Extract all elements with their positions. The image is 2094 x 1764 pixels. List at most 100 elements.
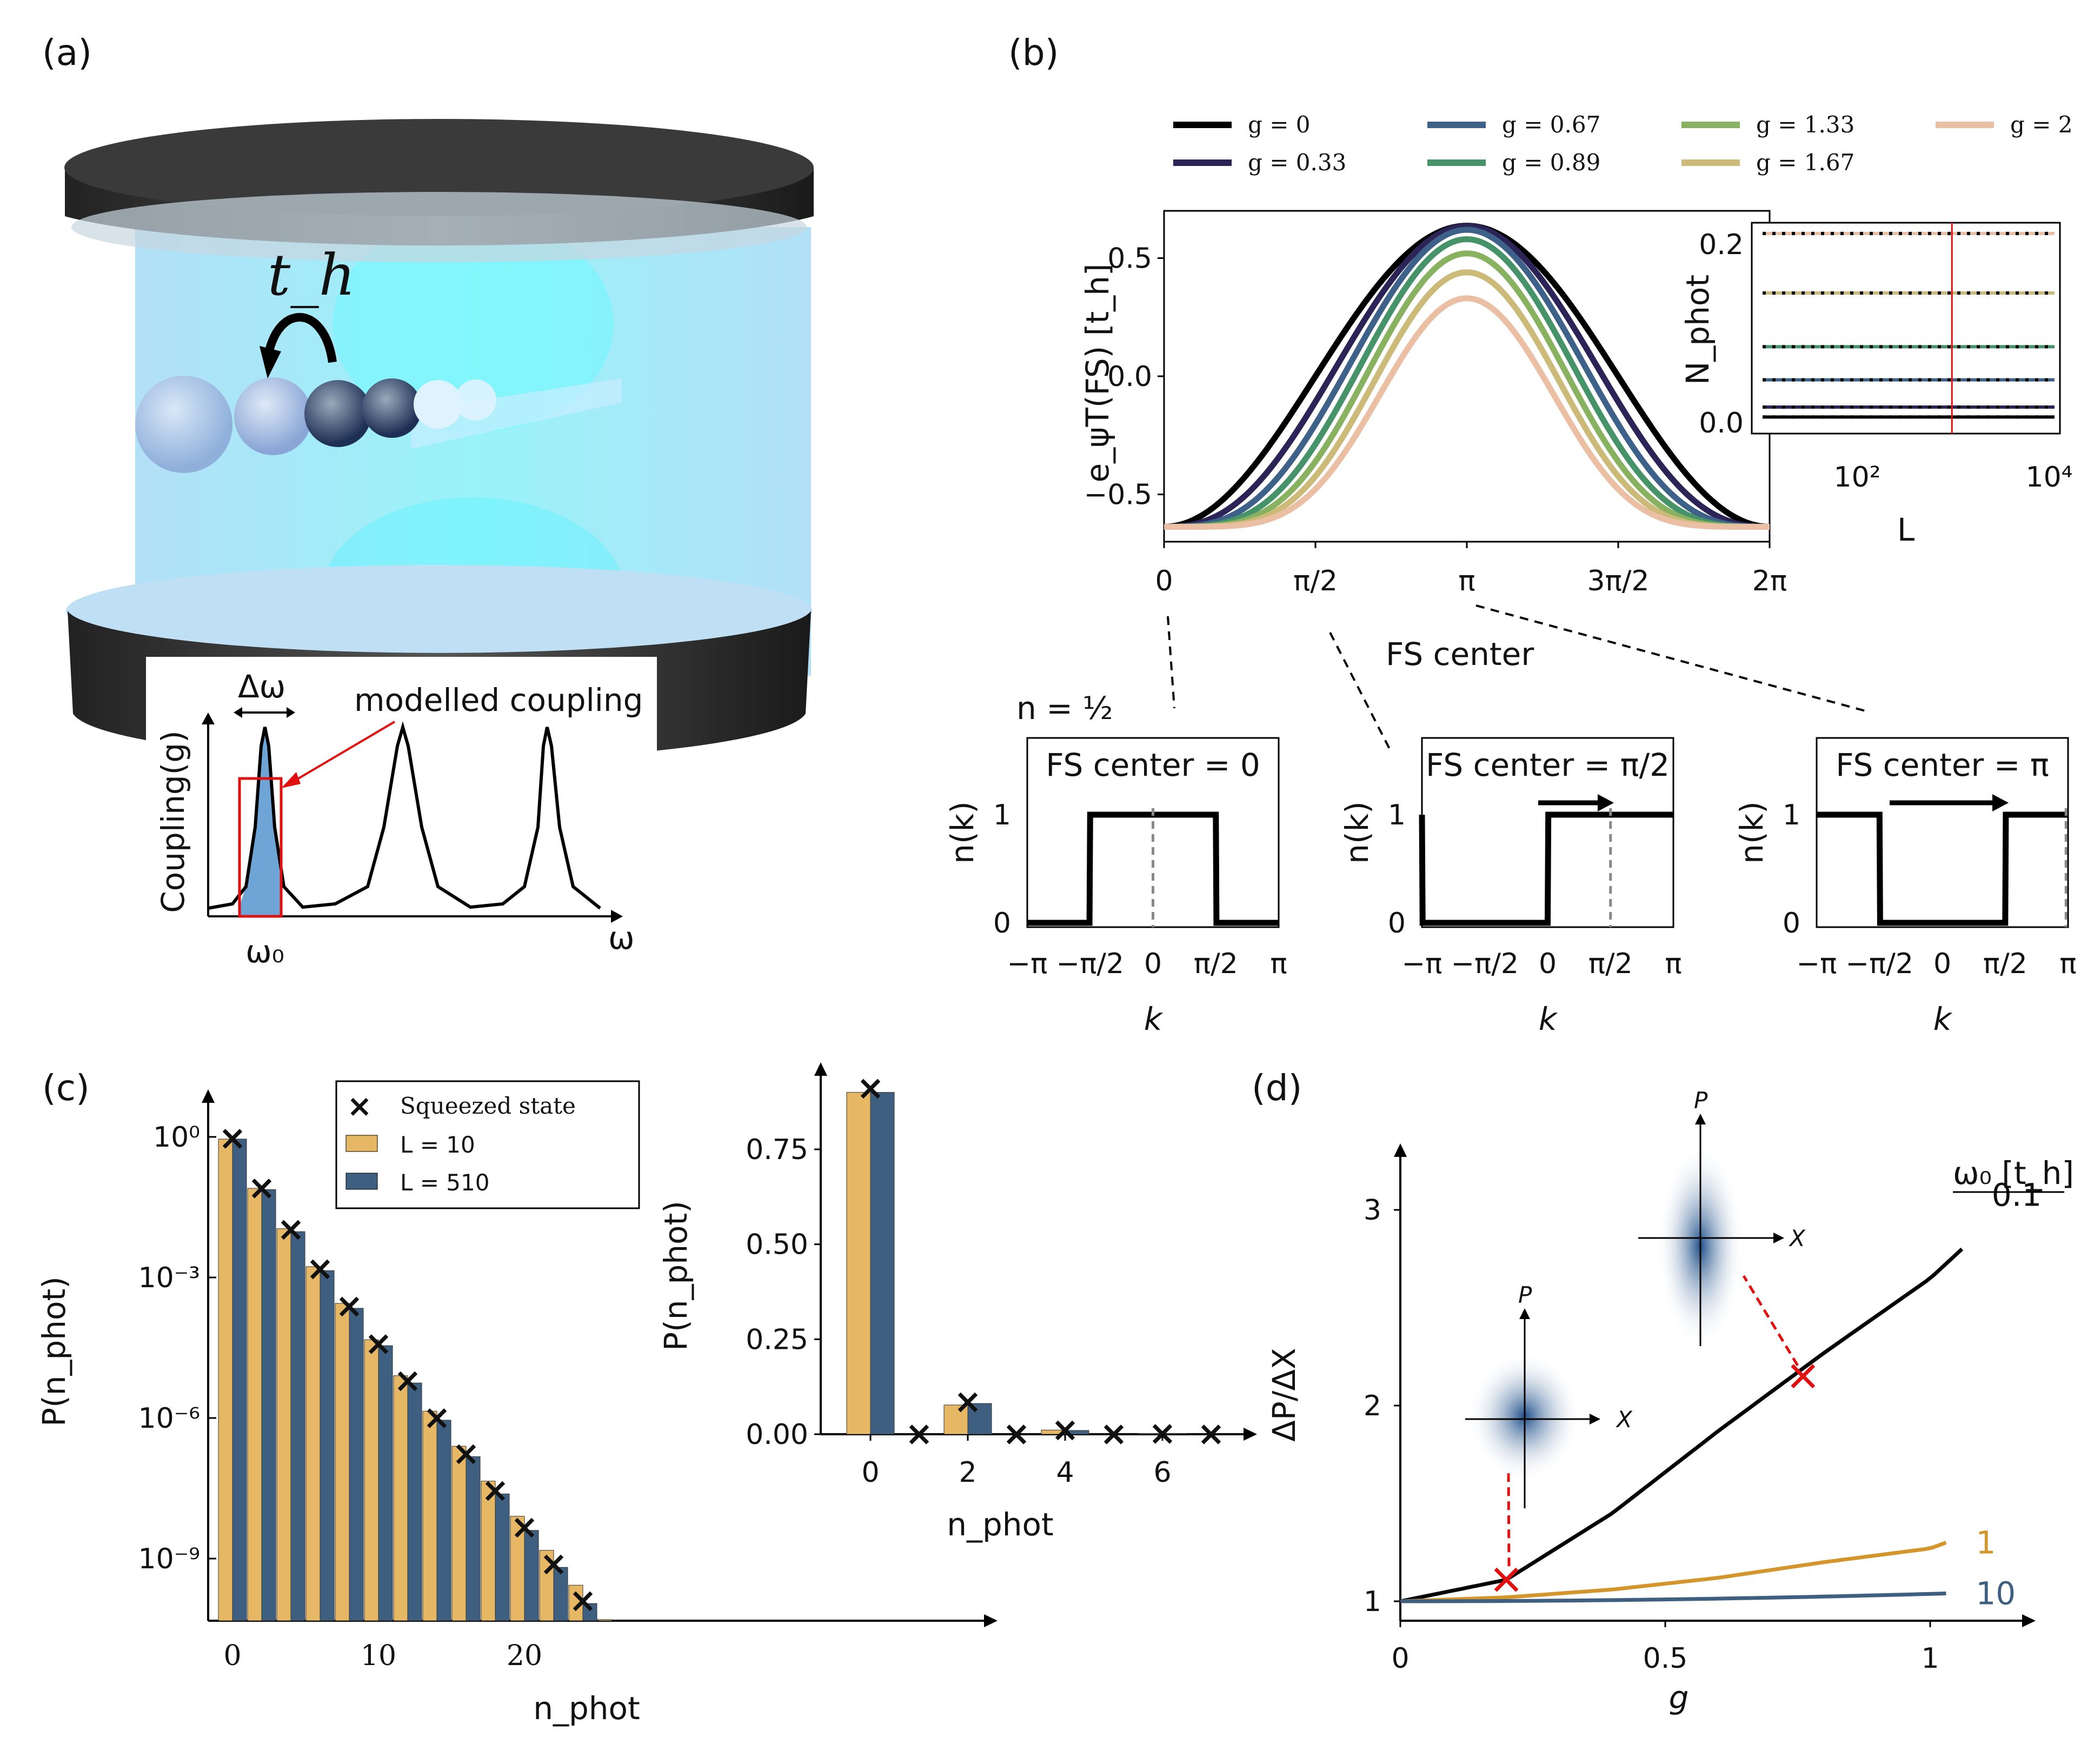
filling-label: n = ½ — [1016, 690, 1113, 727]
d-curve-2 — [1400, 1592, 1946, 1603]
d-xtick-2: 1 — [1921, 1642, 1939, 1675]
b-legend-label-6: g = 2 — [2010, 111, 2073, 138]
c-legend-l10-swatch — [345, 1135, 378, 1152]
d-link-0 — [1507, 1470, 1511, 1567]
b-sub-xtick-2-1: −π/2 — [1846, 948, 1913, 980]
c-ytick-2: 10⁻⁶ — [138, 1402, 200, 1435]
b-sub-xtick-2-2: 0 — [1933, 948, 1951, 980]
annotation-arrow-head — [281, 772, 301, 788]
b-sub-xlabel-1: k — [1539, 1001, 1558, 1037]
c-cross-8: × — [335, 1286, 363, 1326]
connector-2 — [1475, 604, 1866, 712]
panel-label-d: (d) — [1252, 1067, 1302, 1109]
b-legend-label-0: g = 0 — [1248, 111, 1311, 138]
hopping-arrow — [263, 312, 337, 363]
c-bar-l510-14 — [436, 1420, 451, 1621]
b-sub-ylabel-2: n(k) — [1733, 801, 1770, 864]
c-bar-l510-8 — [349, 1308, 364, 1621]
c-inset-cross-4: × — [1051, 1409, 1079, 1449]
b-inset-xtick-1: 10⁴ — [2025, 461, 2072, 494]
d-curve-0 — [1400, 1247, 1964, 1603]
b-curve-2 — [1164, 227, 1770, 530]
c-inset-xtick-1: 2 — [959, 1456, 976, 1489]
c-inset-cross-1: × — [905, 1414, 933, 1453]
modelled-coupling-box — [238, 777, 283, 918]
b-sub-frame-2 — [1816, 737, 2069, 928]
modelled-coupling-label: modelled coupling — [354, 682, 643, 718]
c-bar-l510-2 — [261, 1189, 276, 1621]
d-y-arrow — [1394, 1143, 1407, 1157]
c-bar-l10-18 — [481, 1481, 496, 1621]
b-sub-occupation-1 — [1419, 811, 1673, 926]
b-sub-xtick-1-1: −π/2 — [1451, 948, 1519, 980]
c-cross-18: × — [481, 1470, 509, 1510]
b-xtick-1: π/2 — [1293, 565, 1338, 597]
c-cross-22: × — [540, 1543, 568, 1583]
c-bar-l10-26 — [597, 1619, 613, 1621]
c-inset-cross-3: × — [1002, 1414, 1031, 1453]
b-curve-1 — [1164, 223, 1770, 530]
c-xtick-1: 10 — [361, 1640, 396, 1672]
c-bar-l510-18 — [495, 1493, 510, 1621]
d-marker-0 — [1494, 1567, 1519, 1592]
c-bar-l10-20 — [510, 1516, 525, 1621]
hopping-arrow-head — [260, 346, 281, 378]
c-cross-14: × — [423, 1397, 451, 1437]
c-legend — [335, 1080, 640, 1209]
b-main-curves — [1164, 222, 1770, 530]
site-sphere-1 — [135, 376, 232, 473]
panel-label-b: (b) — [1008, 32, 1059, 74]
b-sub-xlabel-0: k — [1144, 1001, 1164, 1037]
inset-y-arrow — [202, 713, 215, 724]
delta-arrow-left — [234, 707, 242, 718]
b-curve-6 — [1164, 295, 1770, 530]
b-sub-xtick-1-0: −π — [1402, 948, 1442, 980]
d-legend-title: ω₀ [t_h] — [1953, 1155, 2074, 1191]
b-ytick-0: 0.5 — [1107, 242, 1152, 275]
b-legend-label-1: g = 0.33 — [1248, 149, 1346, 176]
wigner-x-arrow-1 — [1773, 1233, 1784, 1243]
b-legend-label-5: g = 1.67 — [1756, 149, 1854, 176]
wigner-x-arrow-2 — [1590, 1414, 1600, 1424]
c-bar-l10-14 — [422, 1410, 437, 1621]
c-cross-20: × — [510, 1507, 539, 1547]
b-sub-xtick-0-2: 0 — [1144, 948, 1162, 980]
b-sub-xtick-1-2: 0 — [1539, 948, 1557, 980]
panel-a-illustration: t_h Δω modelled coupling Coupling(g) ω ω… — [64, 119, 814, 970]
inset-xlabel: ω — [608, 920, 635, 956]
c-cross-16: × — [452, 1434, 480, 1473]
c-x-arrow — [984, 1614, 998, 1627]
c-legend-l510: L = 510 — [400, 1169, 489, 1196]
b-main-ticks: 0.5 0.0 −0.5 0 π/2 π 3π/2 2π — [1084, 242, 1787, 597]
panel-label-c: (c) — [42, 1067, 90, 1109]
d-curves: 0.1 1 10 — [1400, 1176, 2042, 1612]
c-y-arrow — [202, 1089, 215, 1103]
b-main-frame — [1163, 210, 1771, 543]
site-sphere-5 — [414, 380, 462, 429]
wigner-p-label-1: P — [1694, 1087, 1708, 1114]
b-sub-xtick-2-3: π/2 — [1983, 948, 2027, 980]
b-sub-ytick0-2: 0 — [1783, 907, 1800, 940]
c-xtick-0: 0 — [223, 1640, 241, 1672]
c-bar-l10-22 — [539, 1550, 554, 1621]
b-inset-frame — [1751, 222, 2061, 435]
d-ytick-1: 2 — [1364, 1390, 1381, 1422]
delta-omega-label: Δω — [238, 668, 285, 705]
b-sub-title-0: FS center = 0 — [1046, 747, 1260, 783]
c-inset-bar-l510-4 — [1065, 1430, 1089, 1435]
b-sub-ytick1-2: 1 — [1783, 799, 1800, 831]
c-ticks: 10⁰ 10⁻³ 10⁻⁶ 10⁻⁹ 0 10 20 — [138, 1121, 543, 1672]
c-cross-10: × — [364, 1323, 393, 1363]
b-sub-2: FS center = π 1 0 n(k) −π −π/2 0 π/2 π k — [1733, 737, 2077, 1037]
c-bars: ××××××××××××× — [218, 1118, 613, 1621]
c-ylabel: P(n_phot) — [36, 1276, 72, 1427]
c-bar-l510-0 — [232, 1139, 247, 1621]
d-curve-label-1: 1 — [1976, 1524, 1996, 1561]
c-cross-12: × — [394, 1360, 422, 1400]
b-inset-xtick-0: 10² — [1833, 461, 1880, 494]
d-curve-1 — [1400, 1541, 1947, 1603]
b-main-ylabel: e_ψT(FS) [t_h] — [1079, 264, 1116, 483]
b-sub-title-bg-2 — [1820, 743, 2065, 787]
b-curve-3 — [1164, 236, 1770, 530]
